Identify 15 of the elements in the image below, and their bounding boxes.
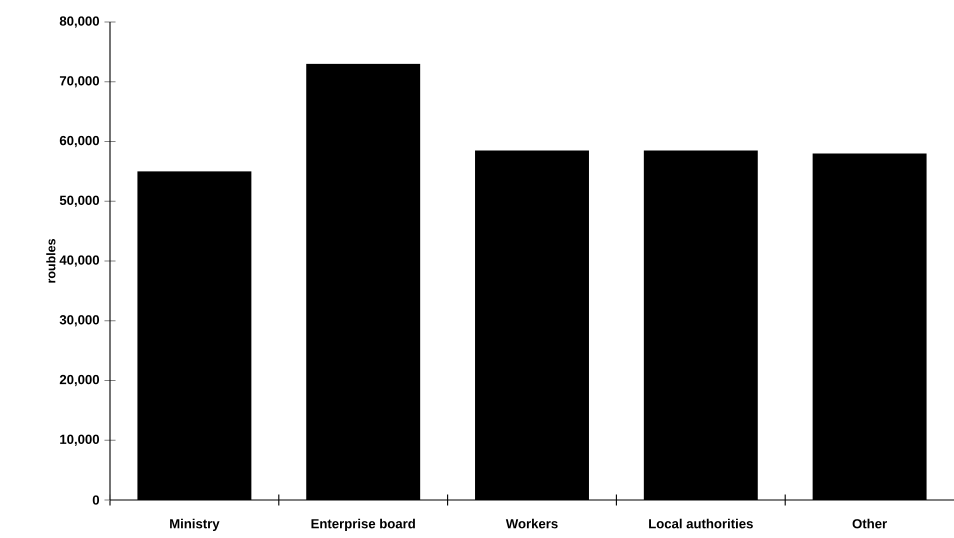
y-tick-label: 30,000 [60,315,100,326]
x-tick-label: Other [852,518,887,528]
y-tick-label: 10,000 [60,434,100,446]
y-tick-label: 40,000 [60,255,100,267]
x-tick-label: Ministry [170,518,220,531]
y-tick-label: 60,000 [60,136,100,148]
y-tick-label: 50,000 [60,196,100,207]
y-tick-label: 70,000 [60,76,100,88]
x-tick-label: Local authorities [649,518,753,528]
y-tick-label: 80,000 [60,16,100,28]
x-tick-label: Workers [506,518,558,528]
y-axis-title: roubles [46,239,56,283]
y-tick-label: 20,000 [60,374,100,386]
x-tick-label: Enterprise board [311,518,415,531]
y-tick-label: 0 [92,495,100,505]
